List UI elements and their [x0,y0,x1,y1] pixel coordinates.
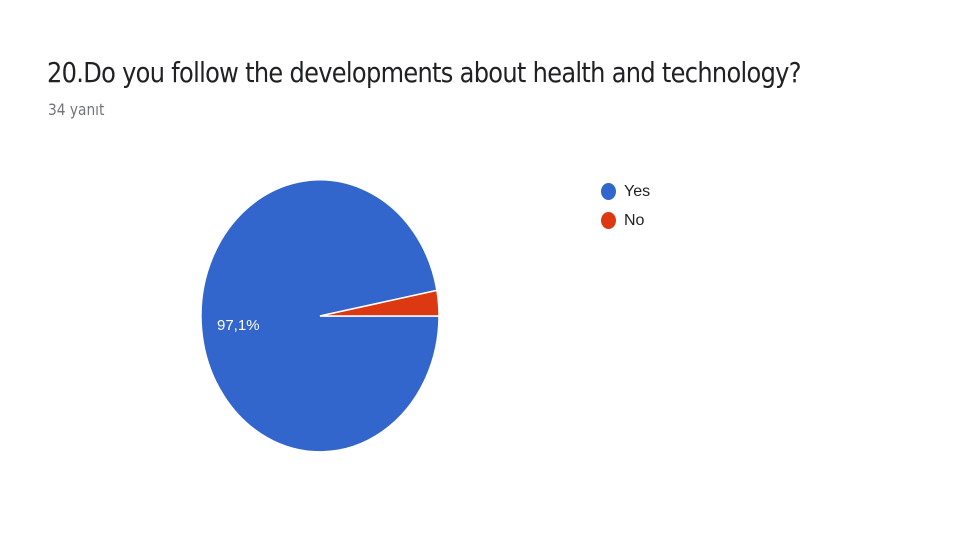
chart-title: 20.Do you follow the developments about … [47,56,802,89]
response-count: 34 yanıt [48,100,105,119]
legend-label: No [624,211,645,229]
legend-item-no[interactable]: No [601,206,650,235]
legend-label: Yes [624,182,651,200]
chart-legend: Yes No [601,177,650,235]
legend-dot-icon [601,212,616,229]
legend-item-yes[interactable]: Yes [601,177,650,206]
legend-dot-icon [601,183,616,200]
pie-slice-no[interactable] [319,289,440,317]
slice-label-yes: 97,1% [217,317,260,334]
